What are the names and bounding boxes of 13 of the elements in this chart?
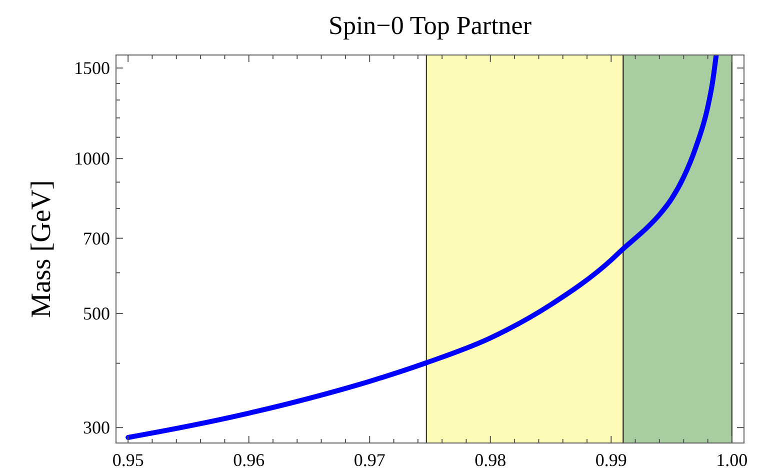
x-tick-label: 0.98 [474, 450, 506, 470]
x-tick-label: 0.95 [112, 450, 144, 470]
x-tick-label: 1.00 [716, 450, 748, 470]
y-tick-label: 700 [83, 228, 110, 248]
x-tick-label: 0.96 [233, 450, 265, 470]
y-tick-label: 300 [83, 418, 110, 438]
y-tick-label: 500 [83, 303, 110, 324]
y-tick-label: 1500 [74, 58, 110, 78]
x-tick-label: 0.97 [354, 450, 386, 470]
y-axis-title: Mass [GeV] [26, 180, 57, 318]
y-tick-label: 1000 [74, 148, 110, 169]
chart-title: Spin−0 Top Partner [328, 11, 532, 40]
x-tick-label: 0.99 [595, 450, 627, 470]
